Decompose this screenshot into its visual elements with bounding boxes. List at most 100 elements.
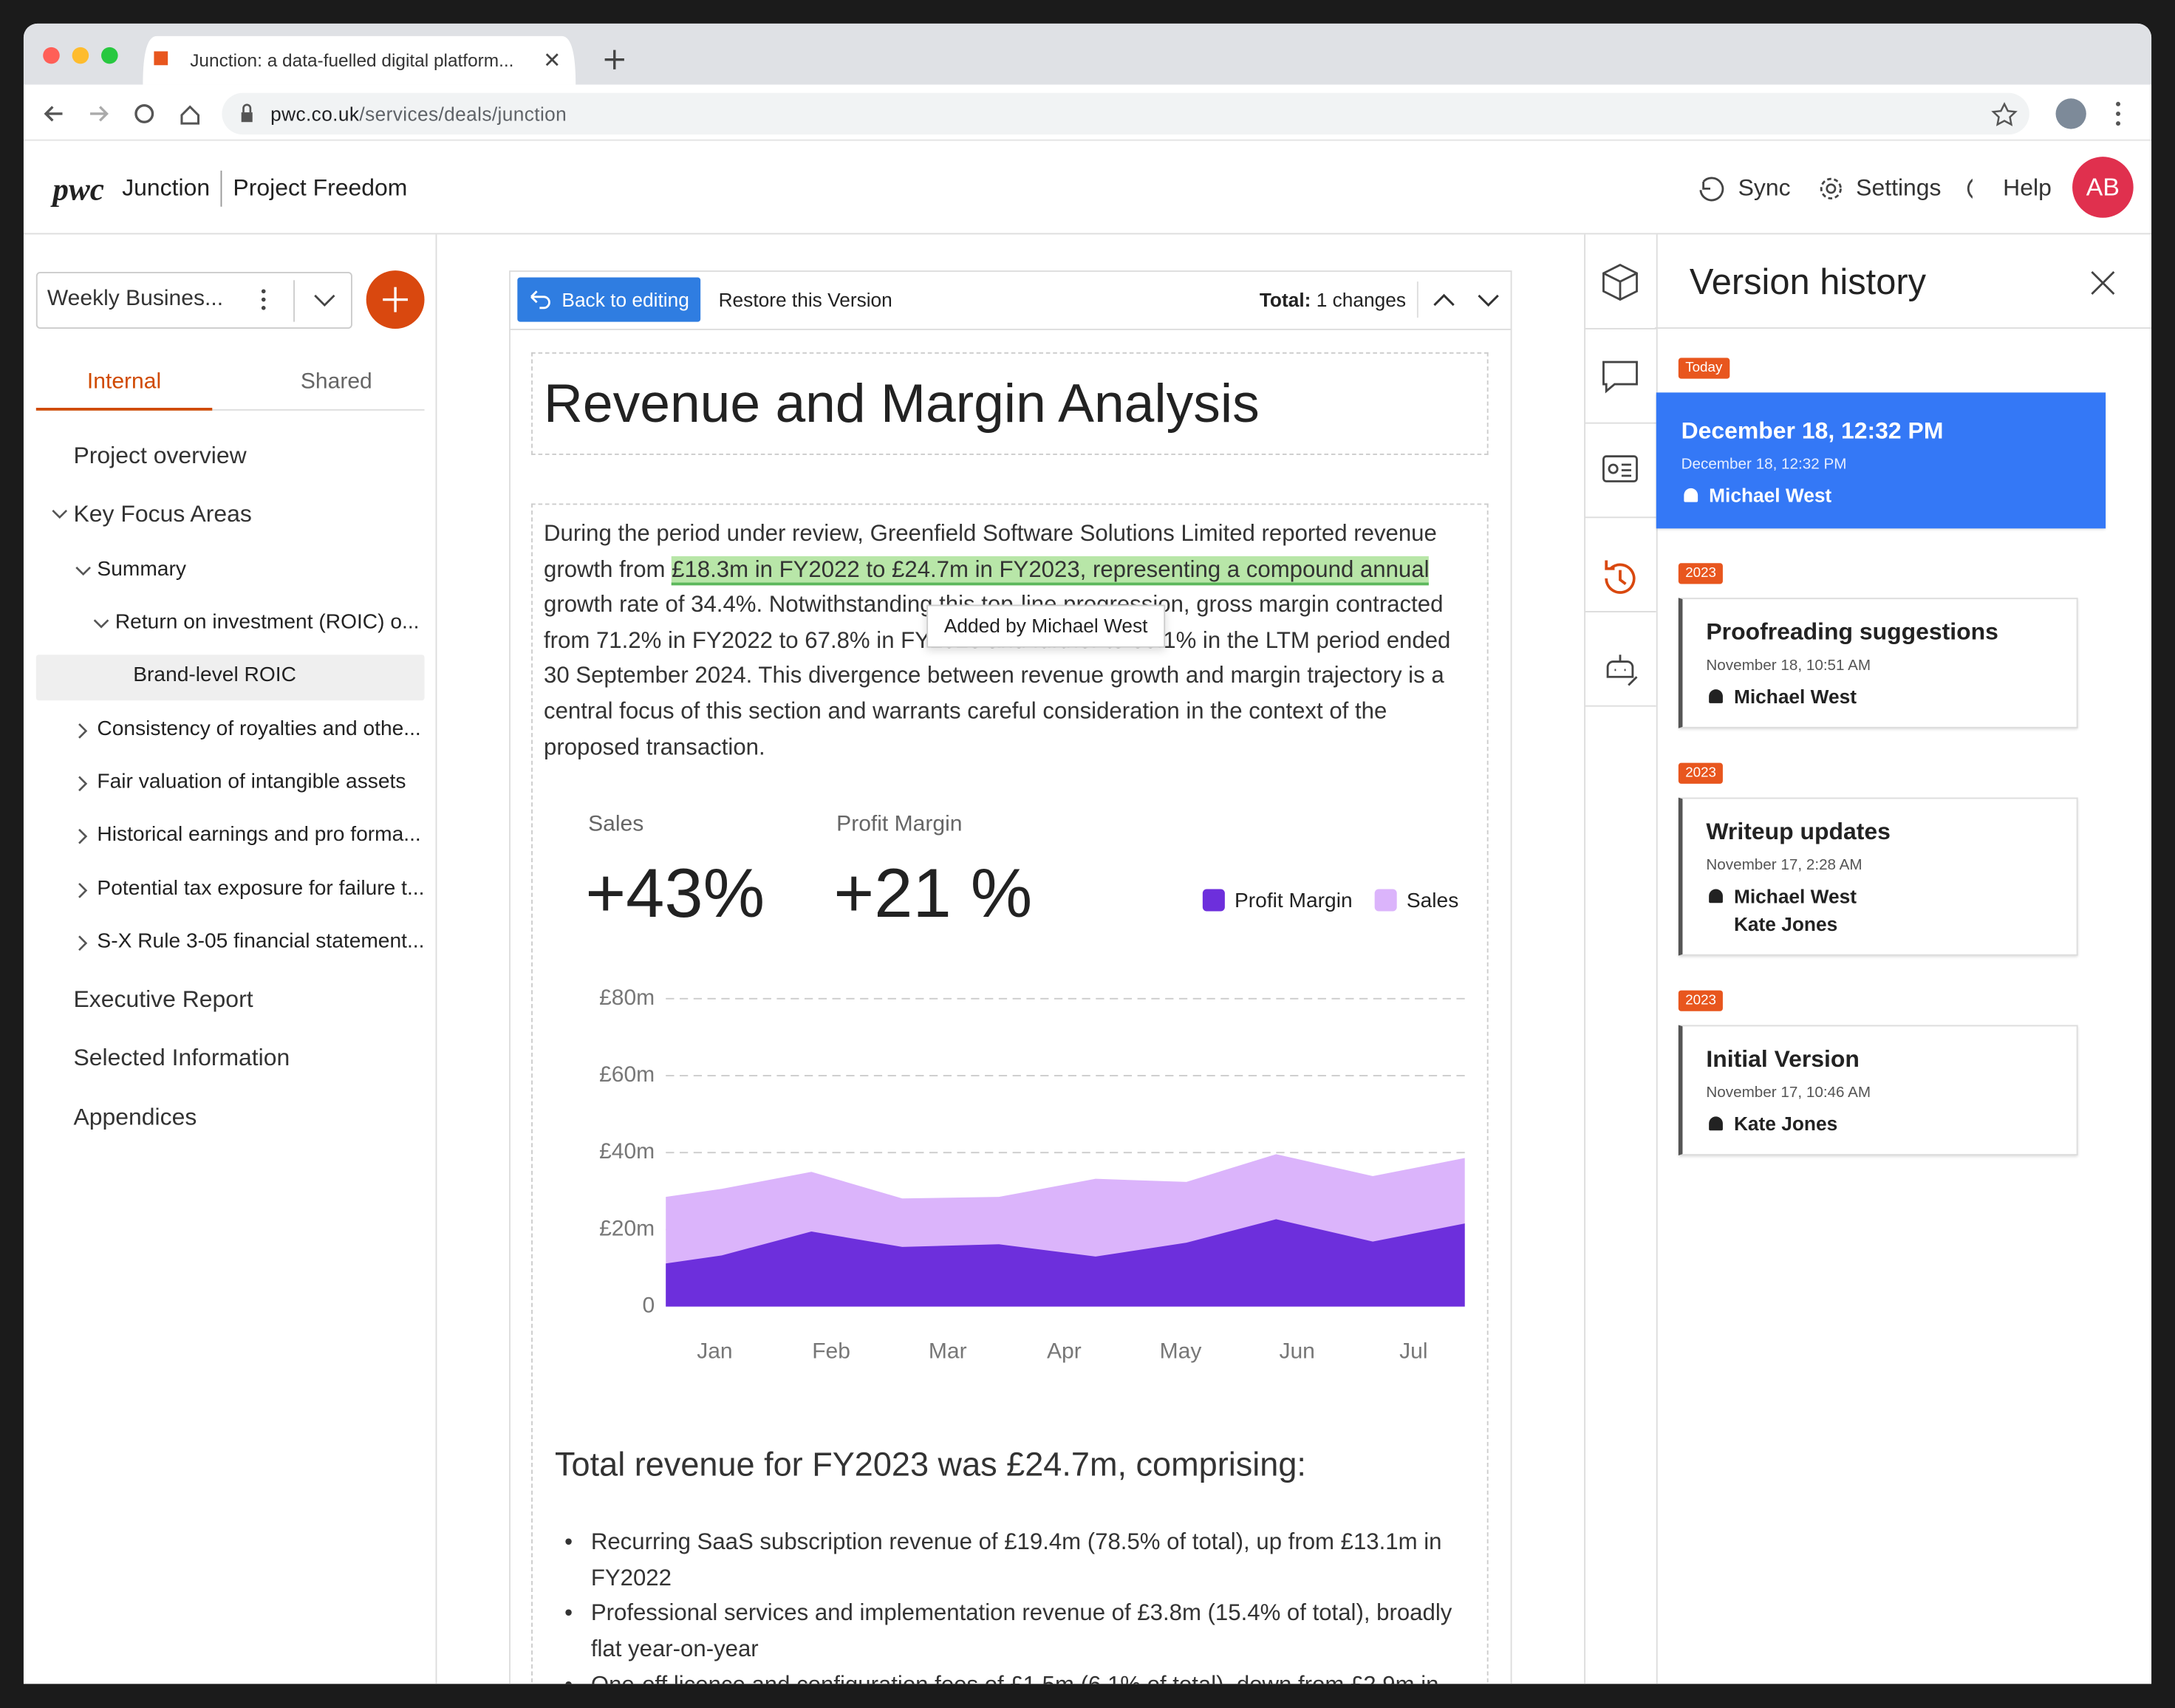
version-badge: 2023 [1678, 762, 1724, 784]
nav-item[interactable]: Executive Report [73, 985, 253, 1013]
tab-title[interactable]: Junction: a data-fuelled digital platfor… [190, 49, 514, 71]
nav-item[interactable]: Selected Information [73, 1044, 290, 1071]
change-nav[interactable] [1416, 279, 1513, 320]
highlight[interactable]: £18.3m in FY2022 to £24.7m in FY2023, re… [672, 556, 1430, 585]
y-tick-label: £80m [599, 985, 655, 1010]
avatar[interactable]: AB [2072, 157, 2134, 218]
x-tick-label: Jun [1279, 1339, 1314, 1364]
header-action[interactable]: Settings [1856, 174, 1942, 202]
version-card[interactable]: Initial Version November 17, 10:46 AM Kate… [1678, 1025, 2078, 1155]
header-action[interactable]: Help [2003, 174, 2052, 202]
bullet: • One-off licence and configuration fees … [564, 1667, 1452, 1684]
version-title: December 18, 12:32 PM [1681, 417, 1944, 444]
version-author: Michael West [1681, 482, 2081, 510]
x-tick-label: Jul [1399, 1339, 1427, 1364]
kpi-label: Sales [588, 813, 644, 837]
version-date: December 18, 12:32 PM [1681, 456, 1847, 474]
author-name: Kate Jones [1733, 912, 1838, 935]
chevron[interactable] [74, 827, 93, 846]
nav-item[interactable]: Brand-level ROIC [133, 663, 296, 687]
url-host: pwc.co.uk [270, 102, 360, 125]
version-title: Initial Version [1706, 1045, 1860, 1073]
chart: 0 £20m £40m £60m £80m Jan Feb Mar Apr May Jun Jul Pr… [599, 889, 1465, 1364]
version-badge: Today [1678, 358, 1730, 379]
nav-item[interactable]: Consistency of royalties and othe... [97, 717, 421, 741]
person-icon [1684, 488, 1698, 502]
tab-underline [35, 408, 213, 411]
nav-item[interactable]: Fair valuation of intangible assets [97, 770, 406, 793]
tooltip: Added by Michael West [926, 604, 1166, 648]
url-path: /services/deals/junction [359, 102, 567, 125]
author-name: Kate Jones [1733, 1112, 1838, 1135]
version-card[interactable]: December 18, 12:32 PM December 18, 12:32 … [1656, 392, 2106, 529]
chevron[interactable] [74, 721, 93, 740]
version-author: Kate Jones [1706, 1110, 2054, 1138]
person-icon [1709, 689, 1723, 703]
close-button[interactable] [2089, 269, 2117, 297]
nav-item[interactable]: Potential tax exposure for failure t... [97, 876, 425, 901]
bullet-text: One-off licence and configuration fees o… [591, 1671, 1439, 1684]
document-selector[interactable] [35, 272, 352, 329]
chevron[interactable] [50, 505, 69, 524]
bullet-dot: • [564, 1599, 573, 1627]
back-label: Back to editing [561, 288, 689, 311]
panel-border [1654, 327, 2152, 329]
document-page [509, 270, 1512, 1684]
total: Total: 1 changes [1260, 289, 1406, 311]
chevron[interactable] [74, 561, 93, 581]
version-card[interactable]: Writeup updates November 17, 2:28 AM Micha… [1678, 797, 2078, 956]
nav-item[interactable]: Summary [97, 557, 186, 581]
x-tick-label: Jan [697, 1339, 732, 1364]
bullet-text: Recurring SaaS subscription revenue of £… [590, 1528, 1442, 1591]
nav-item[interactable]: Return on investment (ROIC) o... [115, 610, 420, 635]
nav-item[interactable]: Project overview [73, 442, 247, 469]
x-tick-label: May [1160, 1339, 1202, 1364]
content-block [531, 503, 1489, 1684]
header-icons [1699, 177, 1973, 202]
legend-label: Profit Margin [1235, 889, 1353, 912]
version-date: November 17, 10:46 AM [1706, 1084, 1871, 1101]
bullet-text: Professional services and implementation… [590, 1599, 1452, 1662]
author-name: Michael West [1733, 685, 1857, 708]
version-date: November 17, 2:28 AM [1706, 857, 1862, 874]
area [666, 1219, 1465, 1307]
chevron[interactable] [92, 615, 111, 634]
x-tick-label: Feb [812, 1339, 850, 1364]
panel-title: Version history [1689, 260, 1927, 303]
version-author: Kate Jones [1706, 910, 2054, 938]
chevron[interactable] [74, 934, 93, 953]
browser-window: Junction: a data-fuelled digital platfor… [23, 23, 2152, 1684]
tab-shared[interactable]: Shared [300, 370, 372, 394]
nav-item[interactable]: Key Focus Areas [73, 500, 252, 527]
kpi-value: +21 % [833, 854, 1033, 932]
version-title: Writeup updates [1706, 818, 1891, 845]
kpi-value: +43% [585, 854, 765, 932]
chevron[interactable] [74, 774, 93, 793]
header-border [23, 233, 2152, 235]
url[interactable]: pwc.co.uk/services/deals/junction [270, 103, 567, 125]
nav-item[interactable]: Appendices [73, 1104, 197, 1131]
selector-icons [261, 280, 335, 322]
restore-button[interactable]: Restore this Version [718, 288, 892, 311]
browser-chrome [23, 35, 2152, 141]
tab-internal[interactable]: Internal [86, 370, 162, 394]
add-icon [383, 287, 408, 312]
bullet-dot: • [564, 1528, 573, 1555]
nav-item[interactable]: S-X Rule 3-05 financial statement... [97, 929, 425, 953]
document-title: Revenue and Margin Analysis [544, 374, 1260, 434]
product: Junction [122, 174, 211, 202]
title-block [531, 352, 1489, 455]
bullet-list: • Recurring SaaS subscription revenue of … [564, 1524, 1452, 1684]
version-list: Today December 18, 12:32 PM December 18, 1… [1656, 354, 2106, 1155]
header-action[interactable]: Sync [1738, 174, 1791, 202]
bullet: • Professional services and implementatio… [564, 1596, 1452, 1667]
person-icon [1709, 889, 1723, 903]
back-icon [530, 290, 550, 310]
rail-icons[interactable] [1584, 234, 1656, 734]
version-card[interactable]: Proofreading suggestions November 18, 10:… [1678, 598, 2078, 728]
chevron[interactable] [74, 881, 93, 900]
nav-item[interactable]: Historical earnings and pro forma... [97, 822, 421, 847]
sidebar-border [435, 234, 437, 1684]
tabs-border [35, 409, 425, 411]
